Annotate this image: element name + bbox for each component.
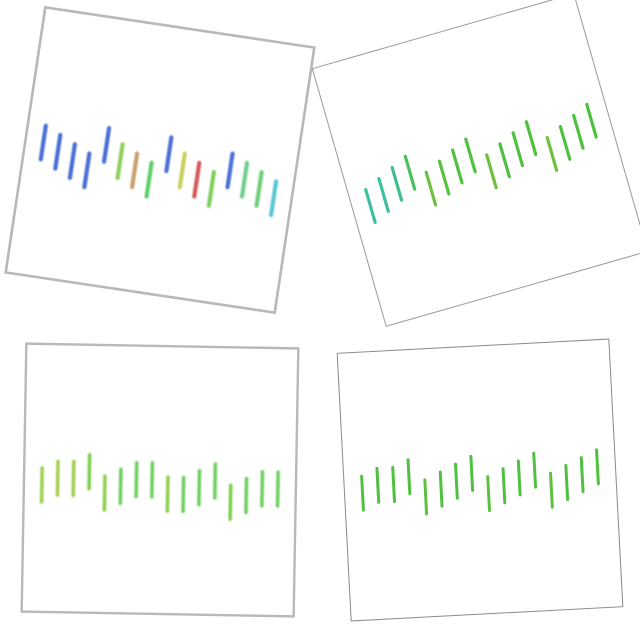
bar: [144, 160, 154, 199]
bar: [38, 123, 48, 162]
bar: [82, 151, 92, 190]
bar: [403, 154, 417, 191]
panel-bottom-right: [336, 338, 624, 622]
bar: [67, 142, 77, 180]
bar: [118, 467, 123, 506]
bar: [511, 131, 525, 168]
panel-top-right: [311, 0, 640, 327]
bar: [254, 170, 264, 208]
bar: [549, 471, 554, 509]
bar: [564, 463, 570, 501]
bar: [268, 179, 279, 218]
bar: [545, 136, 559, 172]
bar: [464, 137, 477, 174]
bar: [485, 153, 498, 190]
panel-bottom-left: [20, 342, 300, 618]
bar: [165, 475, 170, 513]
bar: [53, 132, 63, 171]
bar: [469, 454, 475, 492]
bar: [532, 451, 538, 489]
bar: [423, 478, 429, 516]
bar: [275, 470, 280, 508]
bar: [55, 459, 60, 498]
bar: [239, 160, 250, 199]
bar-group: [364, 102, 598, 224]
panel-frame: [20, 342, 300, 618]
bar-group: [38, 123, 279, 218]
bar: [228, 483, 233, 522]
bar: [177, 151, 187, 190]
bar: [572, 113, 585, 150]
bar: [406, 458, 412, 496]
bar: [212, 462, 218, 500]
bar: [164, 135, 174, 174]
bar: [391, 466, 397, 504]
bar: [364, 188, 377, 224]
bar: [102, 474, 107, 512]
bar: [524, 120, 538, 157]
bar: [486, 475, 492, 513]
bar: [101, 126, 112, 164]
bar: [206, 170, 217, 208]
bar: [360, 474, 365, 512]
bar: [424, 170, 438, 207]
bar: [129, 151, 140, 190]
bar: [595, 448, 600, 486]
bar: [39, 466, 44, 504]
bar: [451, 148, 464, 185]
bar: [197, 468, 202, 507]
bar: [375, 466, 381, 504]
bar: [150, 461, 155, 499]
bar: [579, 456, 585, 494]
bar: [558, 124, 572, 161]
bar: [192, 160, 202, 199]
bar: [181, 475, 186, 514]
bar: [377, 176, 390, 213]
bar: [390, 165, 404, 202]
bar: [115, 142, 125, 181]
bar: [225, 151, 235, 190]
bar-group: [39, 452, 280, 522]
bar: [134, 460, 139, 499]
bar: [454, 462, 459, 500]
panel-top-left: [4, 5, 316, 315]
bar: [498, 142, 511, 179]
bar: [71, 459, 76, 498]
panel-frame: [336, 338, 624, 622]
bar: [516, 459, 522, 497]
bar: [87, 452, 92, 491]
bar: [438, 470, 444, 508]
bar: [585, 102, 598, 139]
panel-frame: [4, 5, 316, 315]
bar: [501, 467, 507, 505]
bar: [244, 476, 249, 515]
bar: [437, 159, 451, 196]
bar: [260, 469, 265, 508]
bar-group: [360, 448, 600, 516]
panel-frame: [311, 0, 640, 327]
